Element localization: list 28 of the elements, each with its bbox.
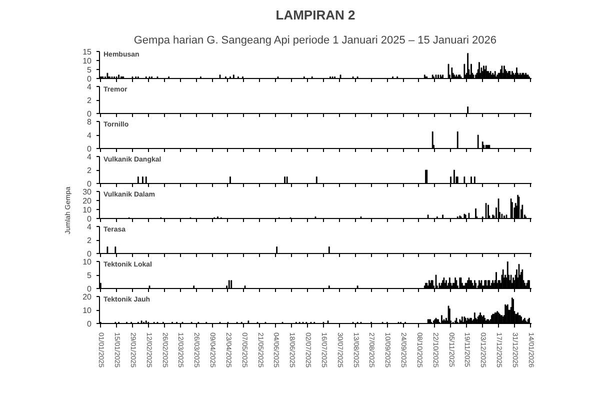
- y-tick-label: 8: [87, 118, 92, 126]
- y-tick-label: 5: [87, 271, 92, 280]
- y-tick-label: 0: [87, 250, 92, 258]
- y-tick-label: 0: [87, 284, 92, 294]
- y-tick-label: 0: [87, 320, 92, 328]
- y-tick-label: 20: [82, 292, 92, 302]
- y-tick-label: 0: [87, 74, 92, 84]
- y-tick-label: 2: [87, 166, 92, 175]
- y-tick-label: 10: [82, 56, 92, 66]
- y-tick-label: 0: [87, 144, 92, 154]
- y-tick-label: 4: [87, 82, 92, 92]
- y-tick-label: 4: [87, 222, 92, 232]
- y-tick-label: 0: [87, 180, 92, 188]
- chart-subtitle: Gempa harian G. Sangeang Api periode 1 Januari 2025 – 15 Januari 2026: [134, 34, 497, 46]
- y-tick-label: 20: [82, 196, 92, 206]
- y-tick-label: 15: [82, 48, 92, 56]
- y-tick-label: 10: [82, 258, 92, 266]
- y-tick-label: 4: [87, 152, 92, 162]
- y-tick-label: 10: [82, 206, 92, 214]
- y-tick-label: 5: [87, 66, 92, 74]
- y-tick-label: 2: [87, 96, 92, 105]
- chart-title: LAMPIRAN 2: [276, 8, 356, 22]
- y-tick-label: 0: [87, 214, 92, 224]
- y-tick-label: 2: [87, 236, 92, 245]
- y-tick-label: 4: [87, 131, 92, 140]
- y-tick-label: 0: [87, 110, 92, 118]
- y-tick-label: 10: [82, 306, 92, 315]
- y-tick-label: 30: [82, 188, 92, 196]
